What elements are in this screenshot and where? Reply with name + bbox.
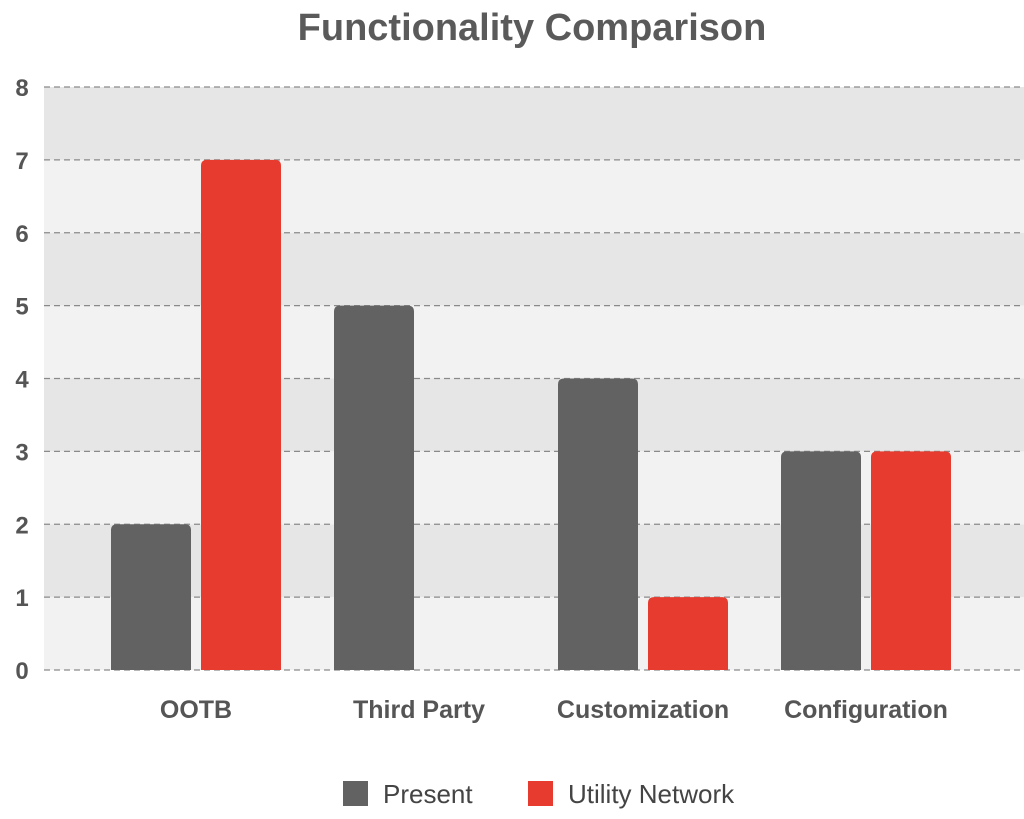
x-category-label: OOTB xyxy=(160,696,232,724)
legend-label: Present xyxy=(383,779,473,809)
legend: Present Utility Network xyxy=(343,779,735,809)
y-tick-label: 1 xyxy=(15,585,28,612)
x-category-label: Customization xyxy=(557,696,729,724)
bar-present-ootb xyxy=(111,524,191,670)
y-axis-ticks: 0 1 2 3 4 5 6 7 8 xyxy=(15,75,29,685)
background-band xyxy=(44,87,1024,160)
x-category-label: Configuration xyxy=(784,696,948,724)
y-tick-label: 0 xyxy=(15,658,28,685)
bar-utility-network-configuration xyxy=(871,451,951,670)
bar-present-configuration xyxy=(781,451,861,670)
y-tick-label: 7 xyxy=(15,148,28,175)
y-tick-label: 4 xyxy=(15,367,29,394)
legend-label: Utility Network xyxy=(568,779,735,809)
y-tick-label: 8 xyxy=(15,75,28,102)
y-tick-label: 2 xyxy=(15,512,28,539)
bar-present-third-party xyxy=(334,305,414,670)
chart-title: Functionality Comparison xyxy=(298,7,767,49)
bar-utility-network-customization xyxy=(648,597,728,670)
legend-swatch xyxy=(343,781,368,806)
bar-present-customization xyxy=(558,378,638,670)
background-band xyxy=(44,232,1024,306)
background-band xyxy=(44,305,1024,379)
x-axis-category-labels: OOTB Third Party Customization Configuratio… xyxy=(160,696,948,724)
y-tick-label: 3 xyxy=(15,439,28,466)
x-category-label: Third Party xyxy=(353,696,485,724)
y-tick-label: 6 xyxy=(15,221,28,248)
legend-swatch xyxy=(528,781,553,806)
bar-utility-network-ootb xyxy=(201,159,281,670)
bars xyxy=(111,159,951,670)
background-band xyxy=(44,159,1024,233)
background-band xyxy=(44,378,1024,452)
y-tick-label: 5 xyxy=(15,294,28,321)
